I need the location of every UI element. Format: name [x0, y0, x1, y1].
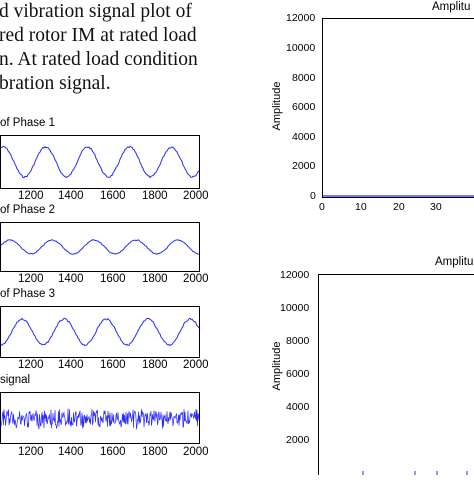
panel3-xtick-2000: 2000	[183, 359, 209, 371]
right-top-xtick-30: 30	[430, 201, 442, 213]
right-bottom-title: Amplitu	[435, 256, 474, 268]
panel2-trace	[0, 239, 200, 255]
right-top-trace	[323, 195, 474, 197]
p3-line	[0, 317, 200, 347]
right-top-ytick-8000: 8000	[292, 72, 316, 84]
right-top-ytick-2000: 2000	[292, 160, 316, 172]
panel4-plot	[0, 392, 200, 444]
panel3-xtick-1200: 1200	[18, 359, 44, 371]
panel4-trace	[0, 408, 200, 430]
right-top-ytick-12000: 12000	[286, 12, 316, 24]
panel4-xtick-1400: 1400	[58, 446, 84, 458]
panel2-xtick-2000: 2000	[183, 273, 209, 285]
p4-line	[0, 408, 200, 430]
right-bottom-chart: Amplitu Amplitude 12000 10000 8000 6000 …	[262, 252, 474, 475]
panel1-trace	[0, 145, 200, 179]
right-top-ytick-10000: 10000	[286, 42, 316, 54]
right-top-ytick-0: 0	[310, 190, 316, 202]
panel3-plot	[0, 306, 200, 358]
panel1-xtick-2000: 2000	[183, 190, 209, 202]
right-top-xtick-10: 10	[355, 201, 367, 213]
paper-line-1: d vibration signal plot of	[0, 1, 192, 22]
panel1-xtick-1400: 1400	[58, 190, 84, 202]
panel1-xtick-1200: 1200	[18, 190, 44, 202]
panel4-xtick-1600: 1600	[100, 446, 126, 458]
panel1-plot	[0, 135, 200, 189]
panel2-xtick-1200: 1200	[18, 273, 44, 285]
right-bottom-ytick-8000: 8000	[286, 335, 310, 347]
right-top-title: Amplitu	[432, 1, 471, 13]
paper-line-2: red rotor IM at rated load	[0, 25, 197, 46]
paper-line-3: n. At rated load condition	[0, 49, 198, 70]
p2-line	[0, 239, 200, 255]
right-top-axes	[322, 18, 474, 198]
panel4-xtick-1200: 1200	[18, 446, 44, 458]
right-top-ytick-6000: 6000	[292, 101, 316, 113]
right-bottom-ytick-10000: 10000	[280, 302, 310, 314]
panel4-title: signal	[0, 374, 31, 386]
panel1-xtick-1600: 1600	[100, 190, 126, 202]
panel3-trace	[0, 317, 200, 347]
right-top-xtick-20: 20	[393, 201, 405, 213]
panel4-xtick-2000: 2000	[183, 446, 209, 458]
right-bottom-ytick-2000: 2000	[286, 434, 310, 446]
right-top-xtick-0: 0	[319, 201, 325, 213]
panel2-xtick-1800: 1800	[142, 273, 168, 285]
right-bottom-ylabel: Amplitude	[271, 341, 283, 391]
panel2-xtick-1400: 1400	[58, 273, 84, 285]
p1-line	[0, 145, 200, 179]
right-bottom-ytick-4000: 4000	[286, 401, 310, 413]
right-bottom-axes	[318, 274, 474, 475]
panel3-title: of Phase 3	[0, 288, 55, 300]
paper-text-block: d vibration signal plot of red rotor IM …	[0, 0, 250, 100]
paper-line-4: bration signal.	[0, 73, 111, 94]
panel3-xtick-1600: 1600	[100, 359, 126, 371]
left-figure: of Phase 1 1200 1400 1600 1800 2000 of P…	[0, 110, 215, 474]
panel2-title: of Phase 2	[0, 204, 55, 216]
panel1-title: of Phase 1	[0, 117, 55, 129]
panel2-plot	[0, 222, 200, 272]
panel1-xtick-1800: 1800	[142, 190, 168, 202]
right-bottom-ytick-12000: 12000	[280, 269, 310, 281]
right-top-ytick-4000: 4000	[292, 131, 316, 143]
panel3-xtick-1400: 1400	[58, 359, 84, 371]
panel3-xtick-1800: 1800	[142, 359, 168, 371]
panel2-xtick-1600: 1600	[100, 273, 126, 285]
panel4-xtick-1800: 1800	[142, 446, 168, 458]
right-top-ylabel: Amplitude	[271, 81, 283, 131]
right-bottom-trace	[362, 471, 468, 475]
right-bottom-ytick-6000: 6000	[286, 368, 310, 380]
right-top-chart: Amplitu Amplitude 12000 10000 8000 6000 …	[262, 0, 474, 230]
